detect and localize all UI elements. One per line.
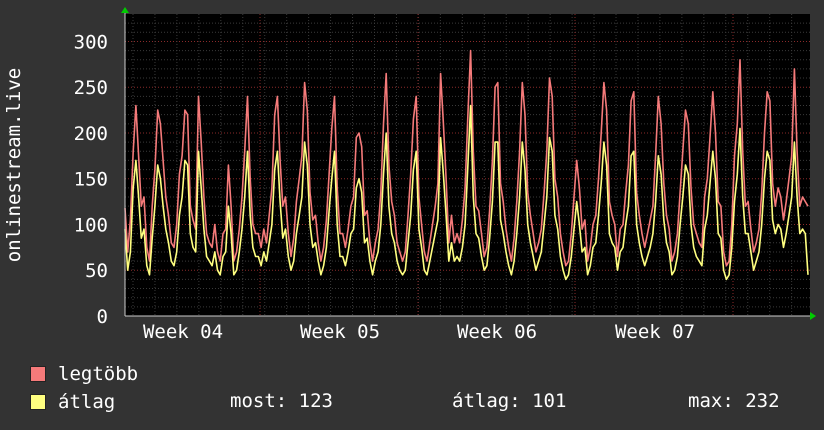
y-axis-arrow-icon xyxy=(121,7,129,13)
y-tick-label: 300 xyxy=(74,31,108,53)
x-tick-label: Week 07 xyxy=(615,321,695,343)
y-tick-label: 150 xyxy=(74,169,108,191)
legend-label-avg: átlag xyxy=(58,391,116,413)
chart-svg: 0 50 100 150 200 250 300 Week 04 Week 05 Week 06… xyxy=(74,7,816,343)
legend-item-avg: átlag xyxy=(30,391,115,413)
stat-now: most: 123 xyxy=(230,390,333,412)
series-group xyxy=(124,49,809,281)
y-tick-label: 100 xyxy=(74,214,108,236)
series-line-1 xyxy=(124,104,809,281)
x-tick-label: Week 04 xyxy=(143,321,223,343)
legend-swatch-avg xyxy=(30,394,46,410)
y-tick-label: 50 xyxy=(85,260,108,282)
x-axis-arrow-icon xyxy=(810,312,816,320)
stat-max: max: 232 xyxy=(688,390,780,412)
axes xyxy=(121,7,816,320)
stat-avg: átlag: 101 xyxy=(452,390,567,412)
x-axis-ticks: Week 04 Week 05 Week 06 Week 07 xyxy=(143,321,695,343)
x-tick-label: Week 06 xyxy=(457,321,537,343)
series-line-0 xyxy=(124,49,809,267)
legend-swatch-max xyxy=(30,366,46,382)
legend-label-max: legtöbb xyxy=(58,363,139,385)
y-axis-label: onlinestream.live xyxy=(3,67,25,263)
legend-item-max: legtöbb xyxy=(30,363,138,385)
y-tick-label: 200 xyxy=(74,123,108,145)
y-axis-ticks: 0 50 100 150 200 250 300 xyxy=(74,31,108,328)
x-tick-label: Week 05 xyxy=(300,321,380,343)
y-tick-label: 250 xyxy=(74,77,108,99)
y-tick-label: 0 xyxy=(97,306,108,328)
